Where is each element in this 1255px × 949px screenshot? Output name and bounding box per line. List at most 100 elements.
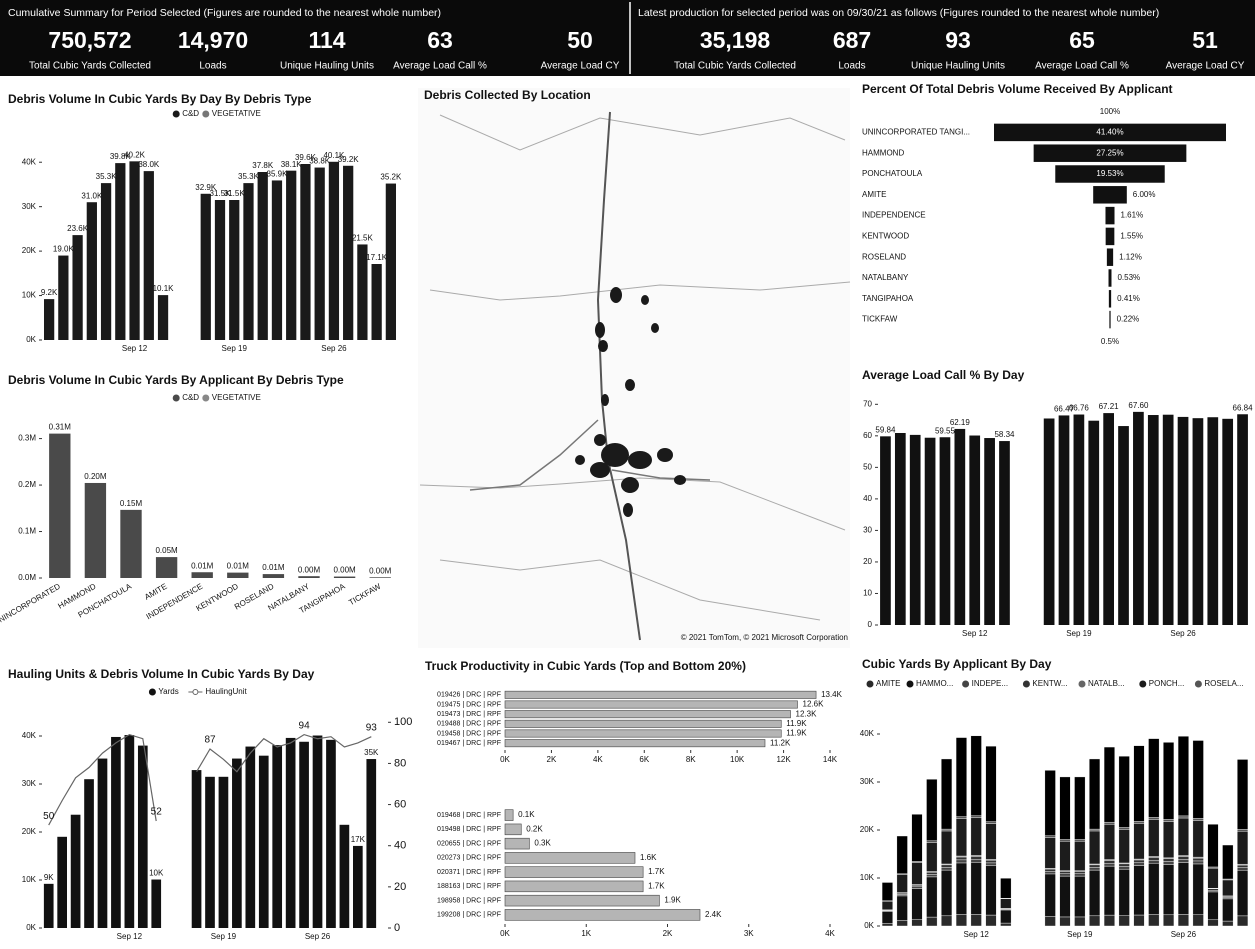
bar: [505, 691, 816, 698]
category-label: UNINCORPORATED TANGI...: [862, 128, 970, 137]
bar: [1134, 860, 1145, 863]
bar: [1222, 880, 1233, 896]
bar: [300, 164, 310, 340]
bar: [971, 856, 982, 859]
x-tick-label: UNINCORPORATED: [0, 582, 62, 628]
bar: [1089, 870, 1100, 916]
bar: [1060, 874, 1071, 876]
y-tick-label: 020273 | DRC | RPF: [437, 855, 501, 862]
funnel-top-label: 100%: [1100, 107, 1120, 116]
bar: [925, 438, 936, 625]
location: [621, 477, 639, 493]
kpi-value: 750,572: [48, 27, 131, 53]
bar: [57, 837, 67, 928]
bar: [1178, 859, 1189, 862]
legend-label: C&D: [182, 393, 199, 402]
bar: [984, 438, 995, 625]
data-label: 38.0K: [138, 160, 160, 169]
bar: [1163, 859, 1174, 862]
category-label: AMITE: [862, 190, 886, 199]
bar: [1237, 868, 1248, 871]
bar: [340, 825, 350, 928]
bar: [1104, 863, 1115, 866]
bar: [910, 435, 921, 625]
bar: [1148, 860, 1159, 863]
location: [641, 295, 649, 305]
bar: [158, 295, 168, 340]
y-tick-label: 0.1M: [18, 527, 36, 536]
y2-tick-label: 60: [394, 798, 406, 810]
x-tick-label: 0K: [500, 929, 510, 938]
x-tick-label: Sep 26: [305, 932, 331, 941]
bar: [1237, 829, 1248, 831]
bar: [1237, 414, 1248, 625]
bar: [505, 852, 635, 863]
bar: [1222, 845, 1233, 879]
y-tick-label: 199208 | DRC | RPF: [437, 912, 501, 919]
legend-marker: [1023, 681, 1030, 688]
y-tick-label: 30: [863, 526, 872, 535]
y-tick-label: 0K: [864, 921, 874, 930]
legend-label: NATALB...: [1088, 679, 1125, 688]
bar: [912, 919, 923, 926]
bar: [1148, 415, 1159, 625]
funnel-bar: [1105, 207, 1114, 224]
bar: [941, 916, 952, 926]
bar: [49, 434, 70, 578]
category-label: HAMMOND: [862, 148, 904, 157]
bar: [1134, 746, 1145, 822]
data-label: 10K: [149, 869, 164, 878]
bar: [940, 437, 951, 625]
x-tick-label: 4K: [593, 755, 603, 764]
x-tick-label: 14K: [823, 755, 838, 764]
data-label: 52: [151, 807, 163, 818]
bar: [1119, 828, 1130, 830]
bar: [1134, 821, 1145, 823]
bar: [1119, 916, 1130, 926]
bar: [353, 846, 363, 928]
bar: [954, 429, 965, 625]
data-label: 67.60: [1128, 401, 1149, 410]
x-tick-label: Sep 26: [321, 344, 347, 353]
data-label: 17K: [351, 835, 366, 844]
y2-tick-label: 0: [394, 922, 400, 934]
bar: [880, 436, 891, 625]
bar: [956, 857, 967, 860]
data-label: 0.22%: [1117, 315, 1140, 324]
bar: [84, 779, 94, 928]
y-tick-label: 0.3M: [18, 434, 36, 443]
bar: [897, 836, 908, 874]
data-label: 9K: [44, 873, 54, 882]
bar: [1104, 915, 1115, 926]
bar: [1074, 871, 1085, 873]
y-tick-label: 019426 | DRC | RPF: [437, 692, 501, 699]
data-label: 1.9K: [664, 896, 681, 905]
bar: [897, 893, 908, 894]
bar: [1000, 923, 1011, 926]
data-label: 1.61%: [1121, 211, 1144, 220]
bar: [941, 831, 952, 864]
kpi-value: 65: [1069, 27, 1095, 53]
map-attribution: © 2021 TomTom, © 2021 Microsoft Corporat…: [681, 633, 848, 642]
category-label: PONCHATOULA: [862, 169, 923, 178]
bar: [956, 860, 967, 863]
y-tick-label: 0: [868, 620, 873, 629]
funnel-bar: [1107, 248, 1113, 265]
bar: [912, 885, 923, 887]
bar: [1163, 865, 1174, 915]
bar: [1119, 756, 1130, 827]
bar: [1134, 863, 1145, 866]
bar: [926, 841, 937, 843]
bar: [1163, 415, 1174, 625]
data-label: 19.0K: [53, 245, 75, 254]
y2-tick-label: 80: [394, 757, 406, 769]
bar: [272, 180, 282, 340]
data-label: 6.00%: [1133, 190, 1156, 199]
data-label: 50: [43, 811, 55, 822]
y-tick-label: 20K: [22, 246, 37, 255]
bar: [372, 264, 382, 340]
bar: [1222, 419, 1233, 625]
bar: [926, 874, 937, 876]
kpi-label: Average Load Call %: [393, 61, 487, 72]
